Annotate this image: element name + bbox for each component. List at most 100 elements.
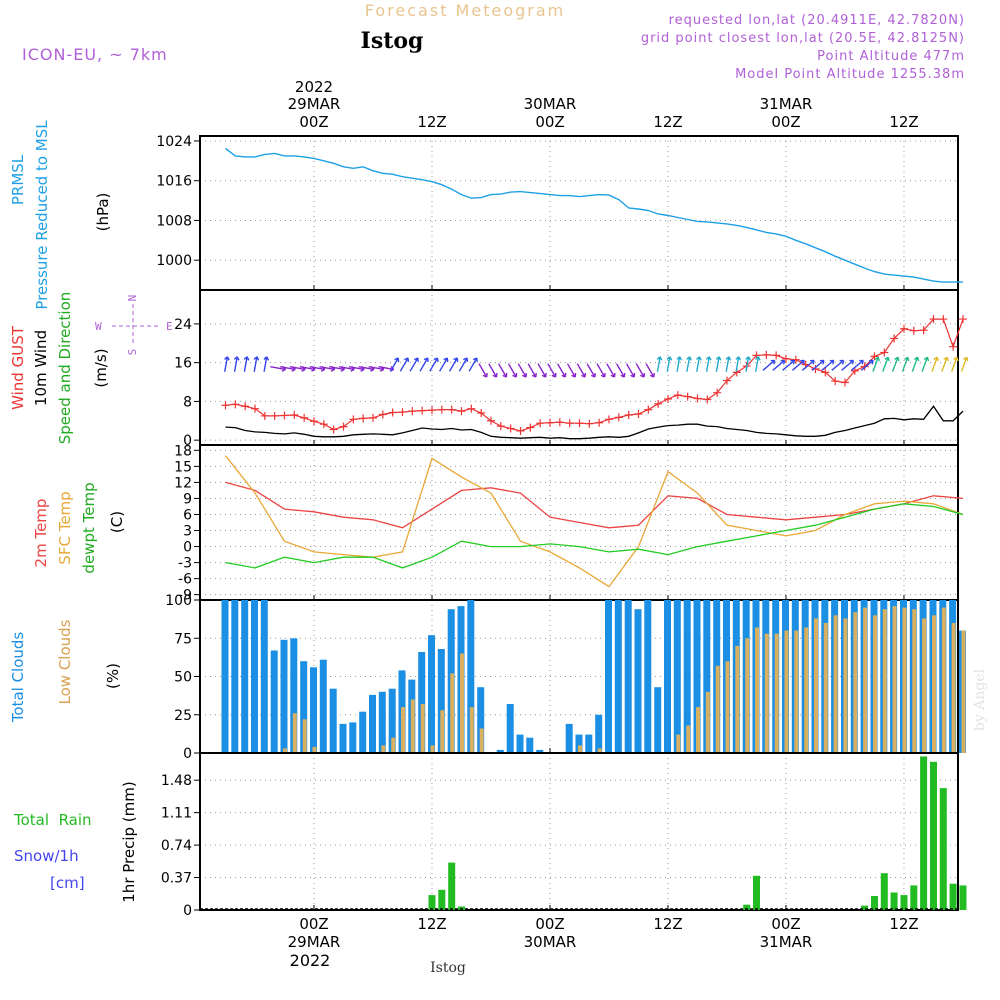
wind-direction-arrow [860,359,874,371]
precip-labels: Total Rain Snow/1h [cm] 1hr Precip (mm) [13,781,138,902]
wind-direction-arrowhead [715,356,722,361]
total-cloud-bar [280,639,288,753]
gust-marker [506,424,515,433]
low-cloud-bar [745,638,750,754]
total-cloud-bar [624,600,632,753]
wind-direction-arrowhead [725,356,732,361]
gust-marker [831,377,840,386]
pressure-labels: PRMSL Pressure Reduced to MSL (hPa) [9,120,112,310]
wind-direction-arrow [666,356,671,372]
total-cloud-bar [516,734,524,753]
rain-bar [920,756,928,910]
low-cloud-bar [764,633,769,753]
wind-direction-arrowhead [780,359,786,365]
low-cloud-bar [696,707,700,753]
wind-direction-arrow [586,363,596,378]
total-cloud-bar [319,659,327,753]
wind-direction-arrow [488,363,498,378]
temp-label-sfc: SFC Temp [56,491,74,564]
wind-direction-arrow [686,356,691,372]
wind-direction-arrowhead [600,372,606,378]
wind-direction-arrow [537,363,547,378]
wind-direction-arrow [399,357,409,372]
clouds-ytick-label: 25 [174,708,192,724]
gust-marker [516,426,525,435]
gust-marker [772,351,781,360]
low-cloud-bar [430,745,435,753]
total-cloud-bar [673,600,681,753]
low-cloud-bar [873,615,877,753]
wind-direction-arrowhead [404,357,410,363]
wind-direction-arrowhead [263,356,270,361]
wind-direction-arrow [645,363,655,378]
compass-e: E [166,320,173,333]
top-time-axis: 2022 29MAR 30MAR 31MAR 00Z 12Z 00Z 12Z 0… [288,78,919,131]
wind-direction-arrow [615,363,625,378]
gust-marker [349,415,358,424]
top-year: 2022 [295,78,333,96]
info-model-altitude: Model Point Altitude 1255.38m [735,67,965,82]
wind-label-10m: 10m Wind [32,330,50,406]
total-cloud-bar [428,635,435,753]
page-title: Istog [361,28,424,54]
total-cloud-bar [437,649,445,753]
wind-direction-arrow [527,363,537,378]
rain-bar [880,873,888,910]
gust-marker [683,392,692,401]
low-cloud-bar [715,665,720,753]
low-cloud-bar [676,734,681,753]
wind-direction-arrow [368,366,384,371]
rain-bar [871,896,878,910]
low-cloud-bar [420,704,425,753]
bottom-tick-4: 00Z [771,915,800,933]
temperature-ytick-label: 0 [183,540,192,556]
wind-direction-arrow [831,359,845,371]
wind-direction-arrowhead [745,356,751,361]
low-cloud-bar [410,699,415,753]
precip-label-cm: [cm] [50,874,85,892]
low-cloud-bar [833,615,838,753]
wind-direction-arrowhead [933,356,939,362]
wind-direction-arrowhead [581,372,587,378]
low-cloud-bar [755,627,759,753]
wind-direction-arrowhead [522,372,528,378]
gust-marker [378,410,387,419]
wind-direction-arrowhead [453,357,459,363]
wind-direction-arrow [705,356,710,372]
wind-direction-arrowhead [561,372,567,378]
sfc-temp-line [224,455,964,588]
total-cloud-bar [388,688,396,753]
gust-marker [260,411,269,420]
wind-direction-arrowhead [620,372,626,378]
panel-pressure: 1000 1008 1016 1024 [156,134,963,291]
wind-direction-arrow [263,356,268,372]
rain-bar [910,885,918,910]
pressure-ytick-label: 1024 [156,134,192,150]
total-cloud-bar [565,723,573,753]
wind-direction-arrow [625,363,635,378]
low-cloud-bar [912,609,917,753]
wind-direction-arrow [606,363,616,378]
low-cloud-bar [686,725,691,753]
gust-marker [486,416,495,425]
pressure-unit: (hPa) [94,193,112,232]
precip-ytick-label: 1.11 [161,806,192,822]
wind-direction-arrow [850,359,864,371]
wind-direction-arrow [458,357,468,372]
wind-direction-arrowhead [224,356,230,361]
wind-direction-arrow [517,363,527,378]
wind-direction-arrow [566,363,576,378]
rain-bar [438,889,446,910]
wind-direction-arrow [280,366,296,371]
wind-direction-arrow [772,359,786,371]
wind-direction-arrow [841,359,854,371]
wind-direction-arrow [725,356,730,372]
low-cloud-bar [725,661,730,753]
wind-direction-arrowhead [463,357,469,363]
wind-direction-arrow [319,366,335,371]
wind-direction-arrow [921,356,929,372]
precip-ytick-label: 0 [183,903,192,919]
total-cloud-bar [221,600,229,753]
total-cloud-bar [418,652,426,753]
